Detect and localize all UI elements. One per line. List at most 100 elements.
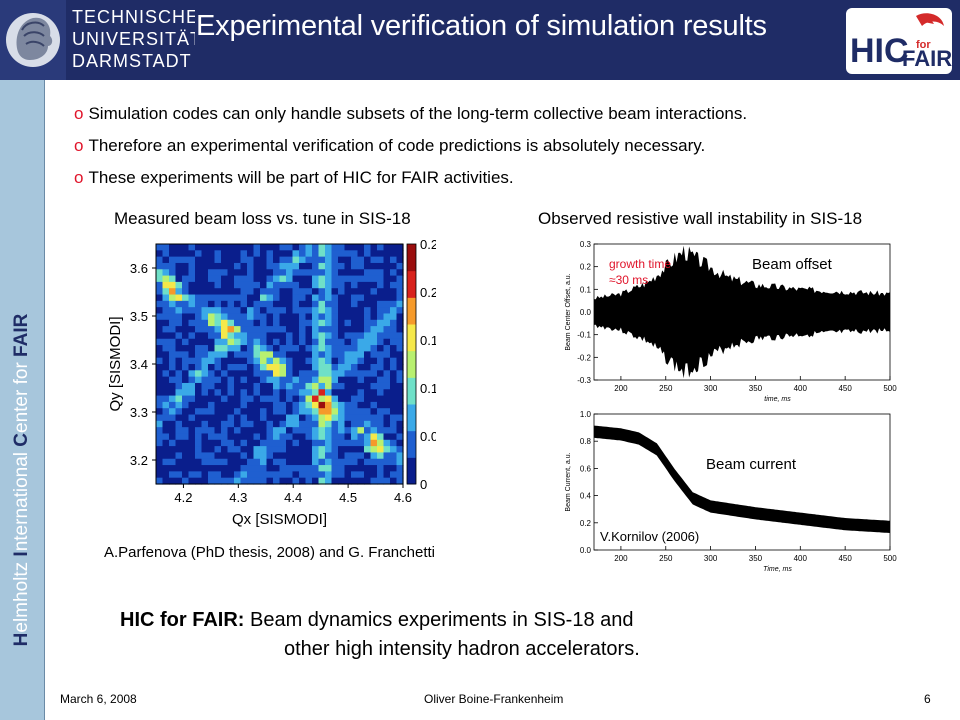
bullet-item: o Simulation codes can only handle subset…	[74, 98, 747, 130]
heatmap-cell	[266, 401, 274, 409]
heatmap-cell	[338, 250, 346, 258]
heatmap-cell	[266, 338, 274, 346]
heatmap-cell	[325, 281, 333, 289]
heatmap-cell	[396, 370, 404, 378]
heatmap-cell	[305, 256, 313, 264]
heatmap-cell	[260, 281, 268, 289]
colorbar-tick-label: 0.25	[420, 237, 436, 252]
heatmap-cell	[227, 338, 235, 346]
heatmap-cell	[357, 256, 365, 264]
heatmap-cell	[370, 313, 378, 321]
x-tick-label: 400	[794, 384, 808, 393]
heatmap-cell	[253, 250, 261, 258]
x-tick-label: 200	[614, 384, 628, 393]
heatmap-cell	[195, 256, 203, 264]
heatmap-cell	[312, 326, 320, 334]
heatmap-cell	[338, 326, 346, 334]
heatmap-cell	[357, 382, 365, 390]
heatmap-cell	[227, 313, 235, 321]
heatmap-cell	[305, 446, 313, 454]
heatmap-cell	[364, 414, 372, 422]
heatmap-cell	[182, 477, 190, 485]
summary-line-2: other high intensity hadron accelerators…	[284, 638, 640, 660]
heatmap-cell	[396, 307, 404, 315]
heatmap-cell	[279, 269, 287, 277]
heatmap-cell	[253, 376, 261, 384]
heatmap-cell	[201, 269, 209, 277]
summary-bold: HIC for FAIR:	[120, 609, 245, 631]
bullet-item: o Therefore an experimental verification …	[74, 130, 747, 162]
heatmap-cell	[208, 477, 216, 485]
heatmap-cell	[286, 364, 294, 371]
heatmap-cell	[260, 300, 268, 308]
heatmap-cell	[305, 420, 313, 428]
heatmap-cell	[273, 250, 281, 258]
heatmap-cell	[351, 427, 359, 435]
heatmap-cell	[273, 439, 281, 447]
y-tick-label: 3.3	[130, 405, 148, 420]
heatmap-cell	[370, 458, 378, 466]
heatmap-cell	[279, 477, 287, 485]
heatmap-cell	[214, 300, 222, 308]
heatmap-cell	[299, 326, 307, 334]
heatmap-cell	[364, 401, 372, 409]
heatmap-cell	[188, 351, 196, 359]
heatmap-cell	[169, 300, 177, 308]
heatmap-cell	[227, 452, 235, 460]
heatmap-cell	[370, 433, 378, 441]
heatmap-cell	[253, 408, 261, 416]
heatmap-cell	[312, 262, 320, 270]
heatmap-cell	[325, 382, 333, 390]
heatmap-cell	[279, 401, 287, 409]
heatmap-cell	[240, 389, 248, 397]
heatmap-cell	[286, 332, 294, 340]
heatmap-cell	[370, 389, 378, 397]
heatmap-cell	[266, 427, 274, 435]
heatmap-cell	[162, 477, 170, 485]
heatmap-cell	[214, 294, 222, 302]
heatmap-cell	[201, 433, 209, 441]
heatmap-cell	[195, 269, 203, 277]
heatmap-cell	[214, 244, 222, 251]
heatmap-cell	[312, 288, 320, 296]
heatmap-cell	[377, 389, 385, 397]
heatmap-cell	[169, 389, 177, 397]
heatmap-cell	[247, 269, 255, 277]
heatmap-cell	[351, 382, 359, 390]
heatmap-cell	[175, 458, 183, 466]
heatmap-cell	[182, 256, 190, 264]
heatmap-cell	[234, 452, 242, 460]
heatmap-cell	[312, 401, 320, 409]
heatmap-cell	[338, 364, 346, 371]
heatmap-cell	[188, 269, 196, 277]
heatmap-cell	[188, 275, 196, 283]
heatmap-cell	[357, 452, 365, 460]
heatmap-cell	[201, 446, 209, 454]
heatmap-cell	[227, 471, 235, 479]
heatmap-cell	[273, 256, 281, 264]
heatmap-cell	[214, 357, 222, 365]
heatmap-cell	[188, 357, 196, 365]
heatmap-cell	[175, 446, 183, 454]
heatmap-cell	[338, 458, 346, 466]
heatmap-cell	[370, 477, 378, 485]
heatmap-cell	[338, 262, 346, 270]
heatmap-cell	[214, 275, 222, 283]
heatmap-cell	[260, 401, 268, 409]
heatmap-cell	[201, 300, 209, 308]
heatmap-cell	[305, 313, 313, 321]
heatmap-cell	[234, 427, 242, 435]
heatmap-cell	[351, 357, 359, 365]
heatmap-cell	[240, 370, 248, 378]
y-tick-label: -0.1	[577, 331, 591, 340]
heatmap-cell	[175, 439, 183, 447]
heatmap-cell	[383, 414, 391, 422]
heatmap-cell	[221, 433, 229, 441]
heatmap-cell	[396, 244, 404, 251]
heatmap-cell	[396, 401, 404, 409]
heatmap-cell	[214, 256, 222, 264]
heatmap-cell	[247, 433, 255, 441]
heatmap-cell	[175, 338, 183, 346]
heatmap-cell	[364, 408, 372, 416]
heatmap-cell	[292, 408, 300, 416]
